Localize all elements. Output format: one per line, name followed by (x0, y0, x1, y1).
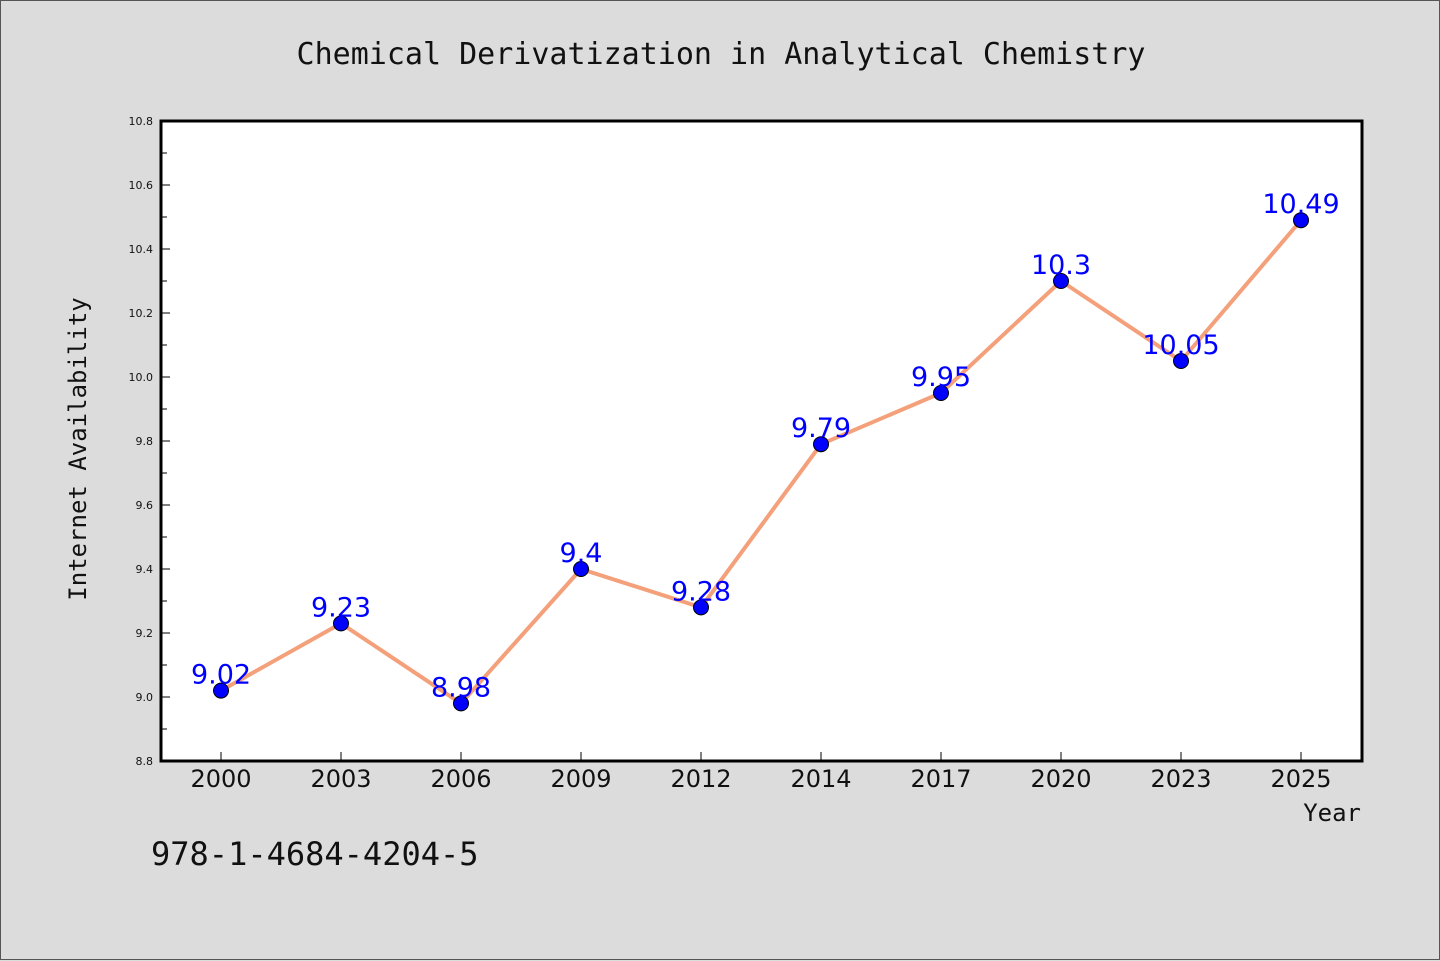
data-label: 9.23 (311, 592, 371, 623)
y-tick-label: 10.4 (129, 243, 154, 256)
x-axis-label: Year (1303, 799, 1361, 827)
plot-area (159, 119, 1364, 763)
data-label: 9.28 (671, 576, 731, 607)
y-axis-label: Internet Availability (64, 297, 92, 600)
y-tick-label: 9.4 (136, 563, 154, 576)
x-tick-label: 2012 (670, 765, 731, 793)
data-label: 10.3 (1031, 250, 1091, 281)
y-tick-label: 10.8 (129, 115, 154, 128)
data-points (213, 212, 1309, 712)
x-tick-label: 2000 (190, 765, 251, 793)
data-point (333, 615, 349, 632)
data-point (693, 599, 709, 616)
series-line (220, 218, 1303, 706)
data-label: 8.98 (431, 672, 491, 703)
x-tick-label: 2017 (910, 765, 971, 793)
y-tick-label: 10.2 (129, 307, 154, 320)
data-label: 10.05 (1142, 330, 1219, 361)
x-tick-label: 2003 (310, 765, 371, 793)
chart-title: Chemical Derivatization in Analytical Ch… (297, 37, 1146, 72)
data-label: 9.79 (791, 413, 851, 444)
footer-text: 978-1-4684-4204-5 (151, 835, 479, 873)
data-point (1173, 353, 1189, 369)
data-point (573, 561, 589, 577)
data-label: 9.4 (560, 538, 603, 569)
data-point (213, 682, 229, 699)
y-tick-label: 8.8 (136, 755, 154, 768)
data-point (1053, 273, 1069, 289)
y-tick-label: 9.6 (136, 499, 154, 512)
y-tick-label: 9.0 (136, 691, 154, 704)
x-tick-label: 2023 (1150, 765, 1211, 793)
data-label: 10.49 (1262, 189, 1339, 220)
data-point (1293, 212, 1309, 229)
x-tick-label: 2009 (550, 765, 611, 793)
y-tick-label: 10.0 (129, 371, 154, 384)
y-tick-label: 10.6 (129, 179, 154, 192)
data-label: 9.95 (911, 362, 971, 393)
x-tick-label: 2006 (430, 765, 491, 793)
y-tick-label: 9.2 (136, 627, 154, 640)
data-labels: 9.02 9.23 8.98 9.4 9.28 9.79 9.95 10.3 10.05 10.4… (191, 189, 1340, 703)
x-tick-label: 2025 (1270, 765, 1331, 793)
data-point (453, 695, 469, 712)
x-axis-ticks: 2000 2003 2006 2009 2012 2014 2017 2020 2023 2025 (190, 752, 1332, 793)
data-label: 9.02 (191, 660, 251, 691)
x-tick-label: 2020 (1030, 765, 1091, 793)
y-axis-ticks: 8.8 9.0 9.2 9.4 9.6 9.8 10.0 10.2 10.4 10.6 10.8 (129, 115, 170, 768)
data-point (933, 385, 949, 401)
data-point (813, 436, 829, 453)
x-tick-label: 2014 (790, 765, 851, 793)
y-tick-label: 9.8 (136, 435, 154, 448)
